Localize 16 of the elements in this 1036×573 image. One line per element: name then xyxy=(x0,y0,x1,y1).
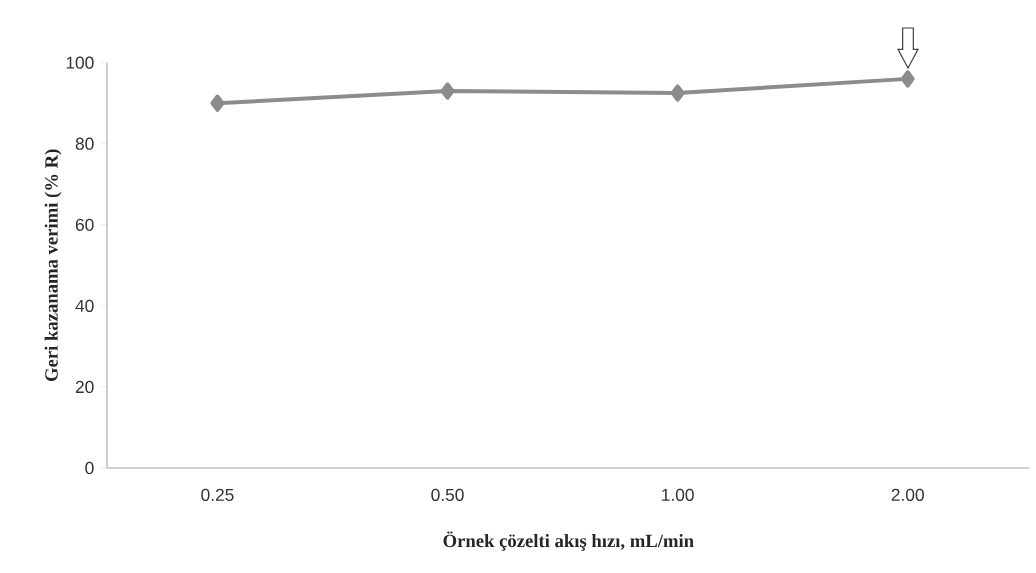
point xyxy=(440,82,455,100)
point xyxy=(210,94,225,112)
x-tick-label: 2.00 xyxy=(891,488,924,501)
y-tick-label: 0 xyxy=(85,461,94,475)
x-axis-title: Örnek çözelti akış hızı, mL/min xyxy=(443,531,694,551)
y-axis-title: Geri kazanama verimi (% R) xyxy=(44,149,62,382)
y-tick-label: 100 xyxy=(66,56,94,69)
y-tick-label: 80 xyxy=(75,137,94,150)
y-tick-label: 40 xyxy=(75,299,94,312)
y-tick-label: 60 xyxy=(75,218,94,231)
point xyxy=(670,84,685,102)
point xyxy=(900,70,915,88)
x-tick-label: 0.50 xyxy=(431,488,464,501)
x-tick-label: 1.00 xyxy=(662,488,694,501)
x-tick-label: 0.25 xyxy=(201,488,234,501)
y-tick-label: 20 xyxy=(75,380,94,394)
